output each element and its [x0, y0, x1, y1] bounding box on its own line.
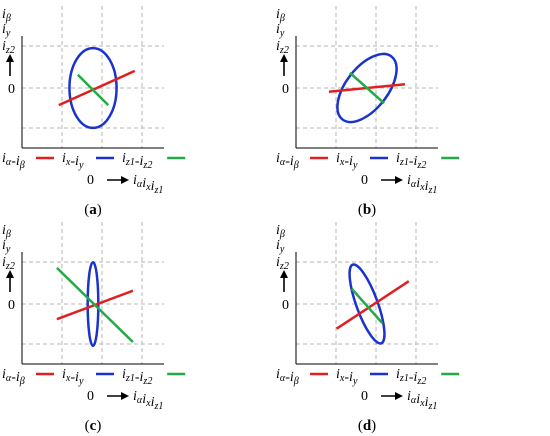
trajectory-alpha-beta	[335, 280, 410, 330]
grid	[22, 222, 164, 364]
legend-label-x-y: ix-iy	[62, 367, 84, 387]
legend-label-x-y: ix-iy	[336, 367, 358, 387]
y-arrow-head	[280, 54, 288, 62]
y-arrow-head	[280, 270, 288, 278]
y-arrow-head	[6, 54, 14, 62]
trajectory-z1-z2	[56, 267, 134, 343]
y-arrow-head	[6, 270, 14, 278]
y-label-iz2: iz2	[276, 255, 289, 272]
y-label-iz2: iz2	[276, 39, 289, 56]
y-label-iy: iy	[276, 238, 285, 255]
panel-caption: (d)	[358, 418, 376, 434]
y-zero: 0	[8, 298, 15, 313]
y-label-ibeta: iβ	[2, 223, 11, 240]
x-axis-label: iαixiz1	[133, 389, 163, 412]
trajectory-alpha-beta	[58, 69, 136, 107]
panel-caption: (a)	[84, 202, 102, 218]
trajectory-x-y	[68, 46, 118, 130]
panel-caption: (b)	[358, 202, 376, 218]
legend-label-alpha-beta: iα-iβ	[2, 367, 25, 387]
y-label-ibeta: iβ	[276, 223, 285, 240]
legend-label-z1-z2: iz1-iz2	[396, 367, 426, 387]
y-zero: 0	[282, 82, 289, 97]
legend-label-x-y: ix-iy	[62, 151, 84, 171]
y-zero: 0	[282, 298, 289, 313]
x-arrow-head	[395, 392, 403, 400]
x-axis-label: iαixiz1	[133, 173, 163, 196]
x-arrow-head	[121, 176, 129, 184]
x-zero: 0	[87, 389, 94, 404]
panel-caption: (c)	[85, 418, 102, 434]
legend-label-z1-z2: iz1-iz2	[122, 151, 152, 171]
y-label-ibeta: iβ	[2, 7, 11, 24]
legend-label-x-y: ix-iy	[336, 151, 358, 171]
y-label-iz2: iz2	[2, 255, 15, 272]
trajectory-x-y	[336, 52, 398, 124]
grid	[296, 222, 438, 364]
trajectory-x-y	[348, 263, 386, 345]
trajectory-z1-z2	[350, 287, 384, 324]
x-zero: 0	[361, 389, 368, 404]
x-arrow-head	[121, 392, 129, 400]
x-zero: 0	[361, 173, 368, 188]
trajectory-z1-z2	[349, 71, 385, 105]
legend-label-z1-z2: iz1-iz2	[396, 151, 426, 171]
grid	[296, 6, 438, 148]
legend-label-alpha-beta: iα-iβ	[2, 151, 25, 171]
y-zero: 0	[8, 82, 15, 97]
y-label-iz2: iz2	[2, 39, 15, 56]
legend-label-z1-z2: iz1-iz2	[122, 367, 152, 387]
y-label-iy: iy	[2, 238, 11, 255]
x-axis-label: iαixiz1	[407, 389, 437, 412]
trajectory-z1-z2	[76, 73, 110, 106]
x-arrow-head	[395, 176, 403, 184]
legend-label-alpha-beta: iα-iβ	[276, 367, 299, 387]
y-label-iy: iy	[276, 22, 285, 39]
x-zero: 0	[87, 173, 94, 188]
y-label-ibeta: iβ	[276, 7, 285, 24]
x-axis-label: iαixiz1	[407, 173, 437, 196]
y-label-iy: iy	[2, 22, 11, 39]
legend-label-alpha-beta: iα-iβ	[276, 151, 299, 171]
